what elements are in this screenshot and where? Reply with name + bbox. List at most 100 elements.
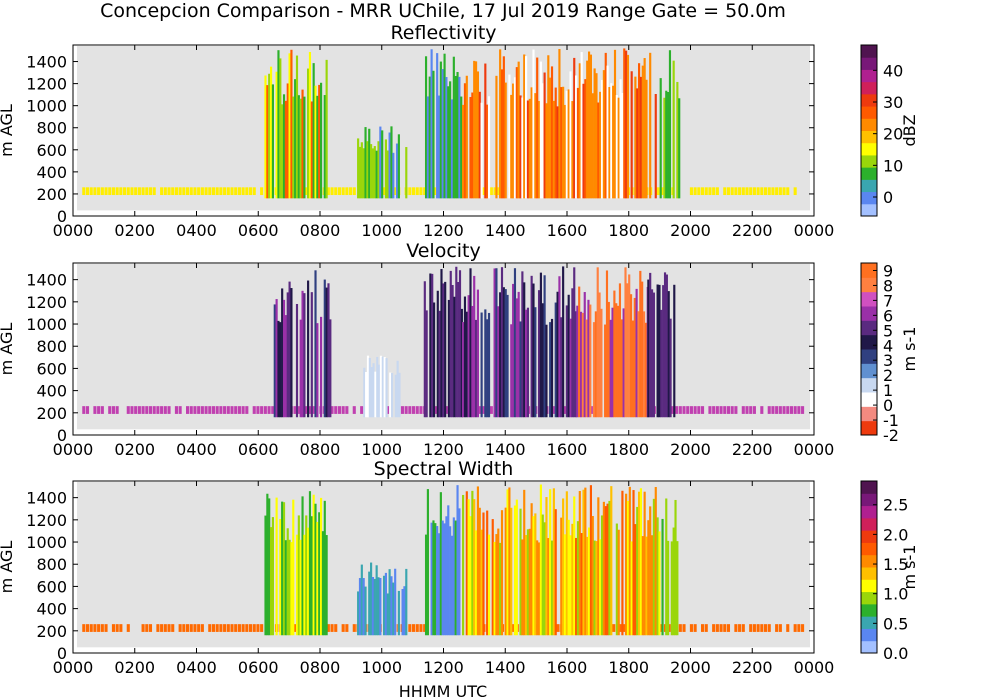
ground-pixel [171,624,175,632]
y-tick-label: 1400 [26,53,67,72]
precip-column [628,486,631,636]
colorbar-tick-label: -1 [883,411,899,430]
precip-column [580,533,583,636]
precip-column [667,540,670,636]
ground-pixel [148,406,153,414]
precip-column [519,95,522,199]
precip-column [665,498,668,636]
precip-column [513,505,517,636]
precip-column [312,63,315,199]
colorbar-tick-label: 9 [883,261,893,280]
precip-column [394,568,397,636]
ground-pixel [778,624,782,632]
precip-column [295,534,299,636]
precip-column [365,372,368,418]
colorbar-segment [861,130,877,144]
ground-pixel [234,624,238,632]
precip-column [389,372,392,418]
precip-column [292,96,295,199]
x-tick-label: 1800 [608,440,649,459]
precip-column [528,98,531,199]
precip-column [303,293,306,418]
precip-column [645,79,648,199]
x-tick-label: 2200 [732,221,773,240]
data-layer [82,266,805,418]
precip-column [569,535,572,636]
precip-column [573,496,576,636]
precip-column [469,96,472,199]
ground-pixel [341,187,345,196]
ground-pixel [801,406,805,414]
precip-column [473,499,476,636]
ground-pixel [260,624,264,632]
x-tick-label: 0000 [794,658,835,677]
ground-pixel [786,187,790,196]
precip-column [320,316,323,418]
precip-cell-2 [357,562,408,636]
x-tick-label: 2200 [732,658,773,677]
precip-column [463,83,467,199]
precip-column [275,497,278,636]
precip-column [401,588,404,636]
y-tick-label: 1000 [26,533,67,552]
x-tick-label: 1400 [485,658,526,677]
ground-pixel [730,187,734,196]
precip-column [525,56,528,199]
precip-cell-2 [357,126,408,199]
ground-pixel [267,406,271,414]
ground-pixel [97,406,101,414]
ground-pixel [734,624,738,632]
ground-pixel [137,406,141,414]
precip-column [552,100,555,199]
precip-column [562,86,565,199]
precip-column [303,96,306,199]
precip-cell-4 [462,266,578,418]
precip-column [388,132,391,199]
ground-pixel [689,187,693,196]
precip-column [582,489,585,636]
precip-column [537,290,541,418]
colorbar-tick-label: 1.5 [883,555,908,574]
colorbar: 0.0 0.5 1.0 1.5 2.0 2.5 m s-1 [860,480,919,663]
precip-column [469,268,472,418]
precip-column [617,305,620,418]
precip-column [606,65,609,199]
precip-cell-3 [423,266,463,418]
y-axis-label: m AGL [0,323,16,376]
ground-pixel [108,406,112,414]
ground-pixel [297,406,301,414]
precip-column [669,318,672,418]
y-tick-label: 1400 [26,489,67,508]
precip-column [376,356,379,418]
precip-column [613,49,617,199]
x-tick-label: 0600 [238,221,279,240]
precip-column [532,516,535,636]
ground-pixel [248,187,253,196]
y-tick-label: 600 [36,359,67,378]
figure-title: Concepcion Comparison - MRR UChile, 17 J… [100,0,786,22]
ground-pixel [241,406,245,414]
precip-column [358,146,362,199]
precip-column [453,296,456,418]
precip-column [585,319,588,418]
precip-column [593,68,596,199]
ground-pixel [178,624,182,632]
colorbar-segment [861,203,877,217]
colorbar-label: m s-1 [900,545,919,590]
precip-column [583,292,586,418]
ground-pixel [293,406,297,414]
colorbar-tick-label: 0 [883,396,893,415]
precip-column [452,517,455,636]
precip-column [502,287,505,418]
ground-pixel [619,624,623,632]
precip-column [495,268,498,418]
ground-pixel [704,624,708,632]
precip-column [301,290,304,418]
precip-column [541,83,544,199]
colorbar-segment [861,334,877,350]
precip-column [578,491,581,636]
precip-column [434,523,437,636]
precip-column [528,528,531,636]
precip-column [513,268,517,418]
